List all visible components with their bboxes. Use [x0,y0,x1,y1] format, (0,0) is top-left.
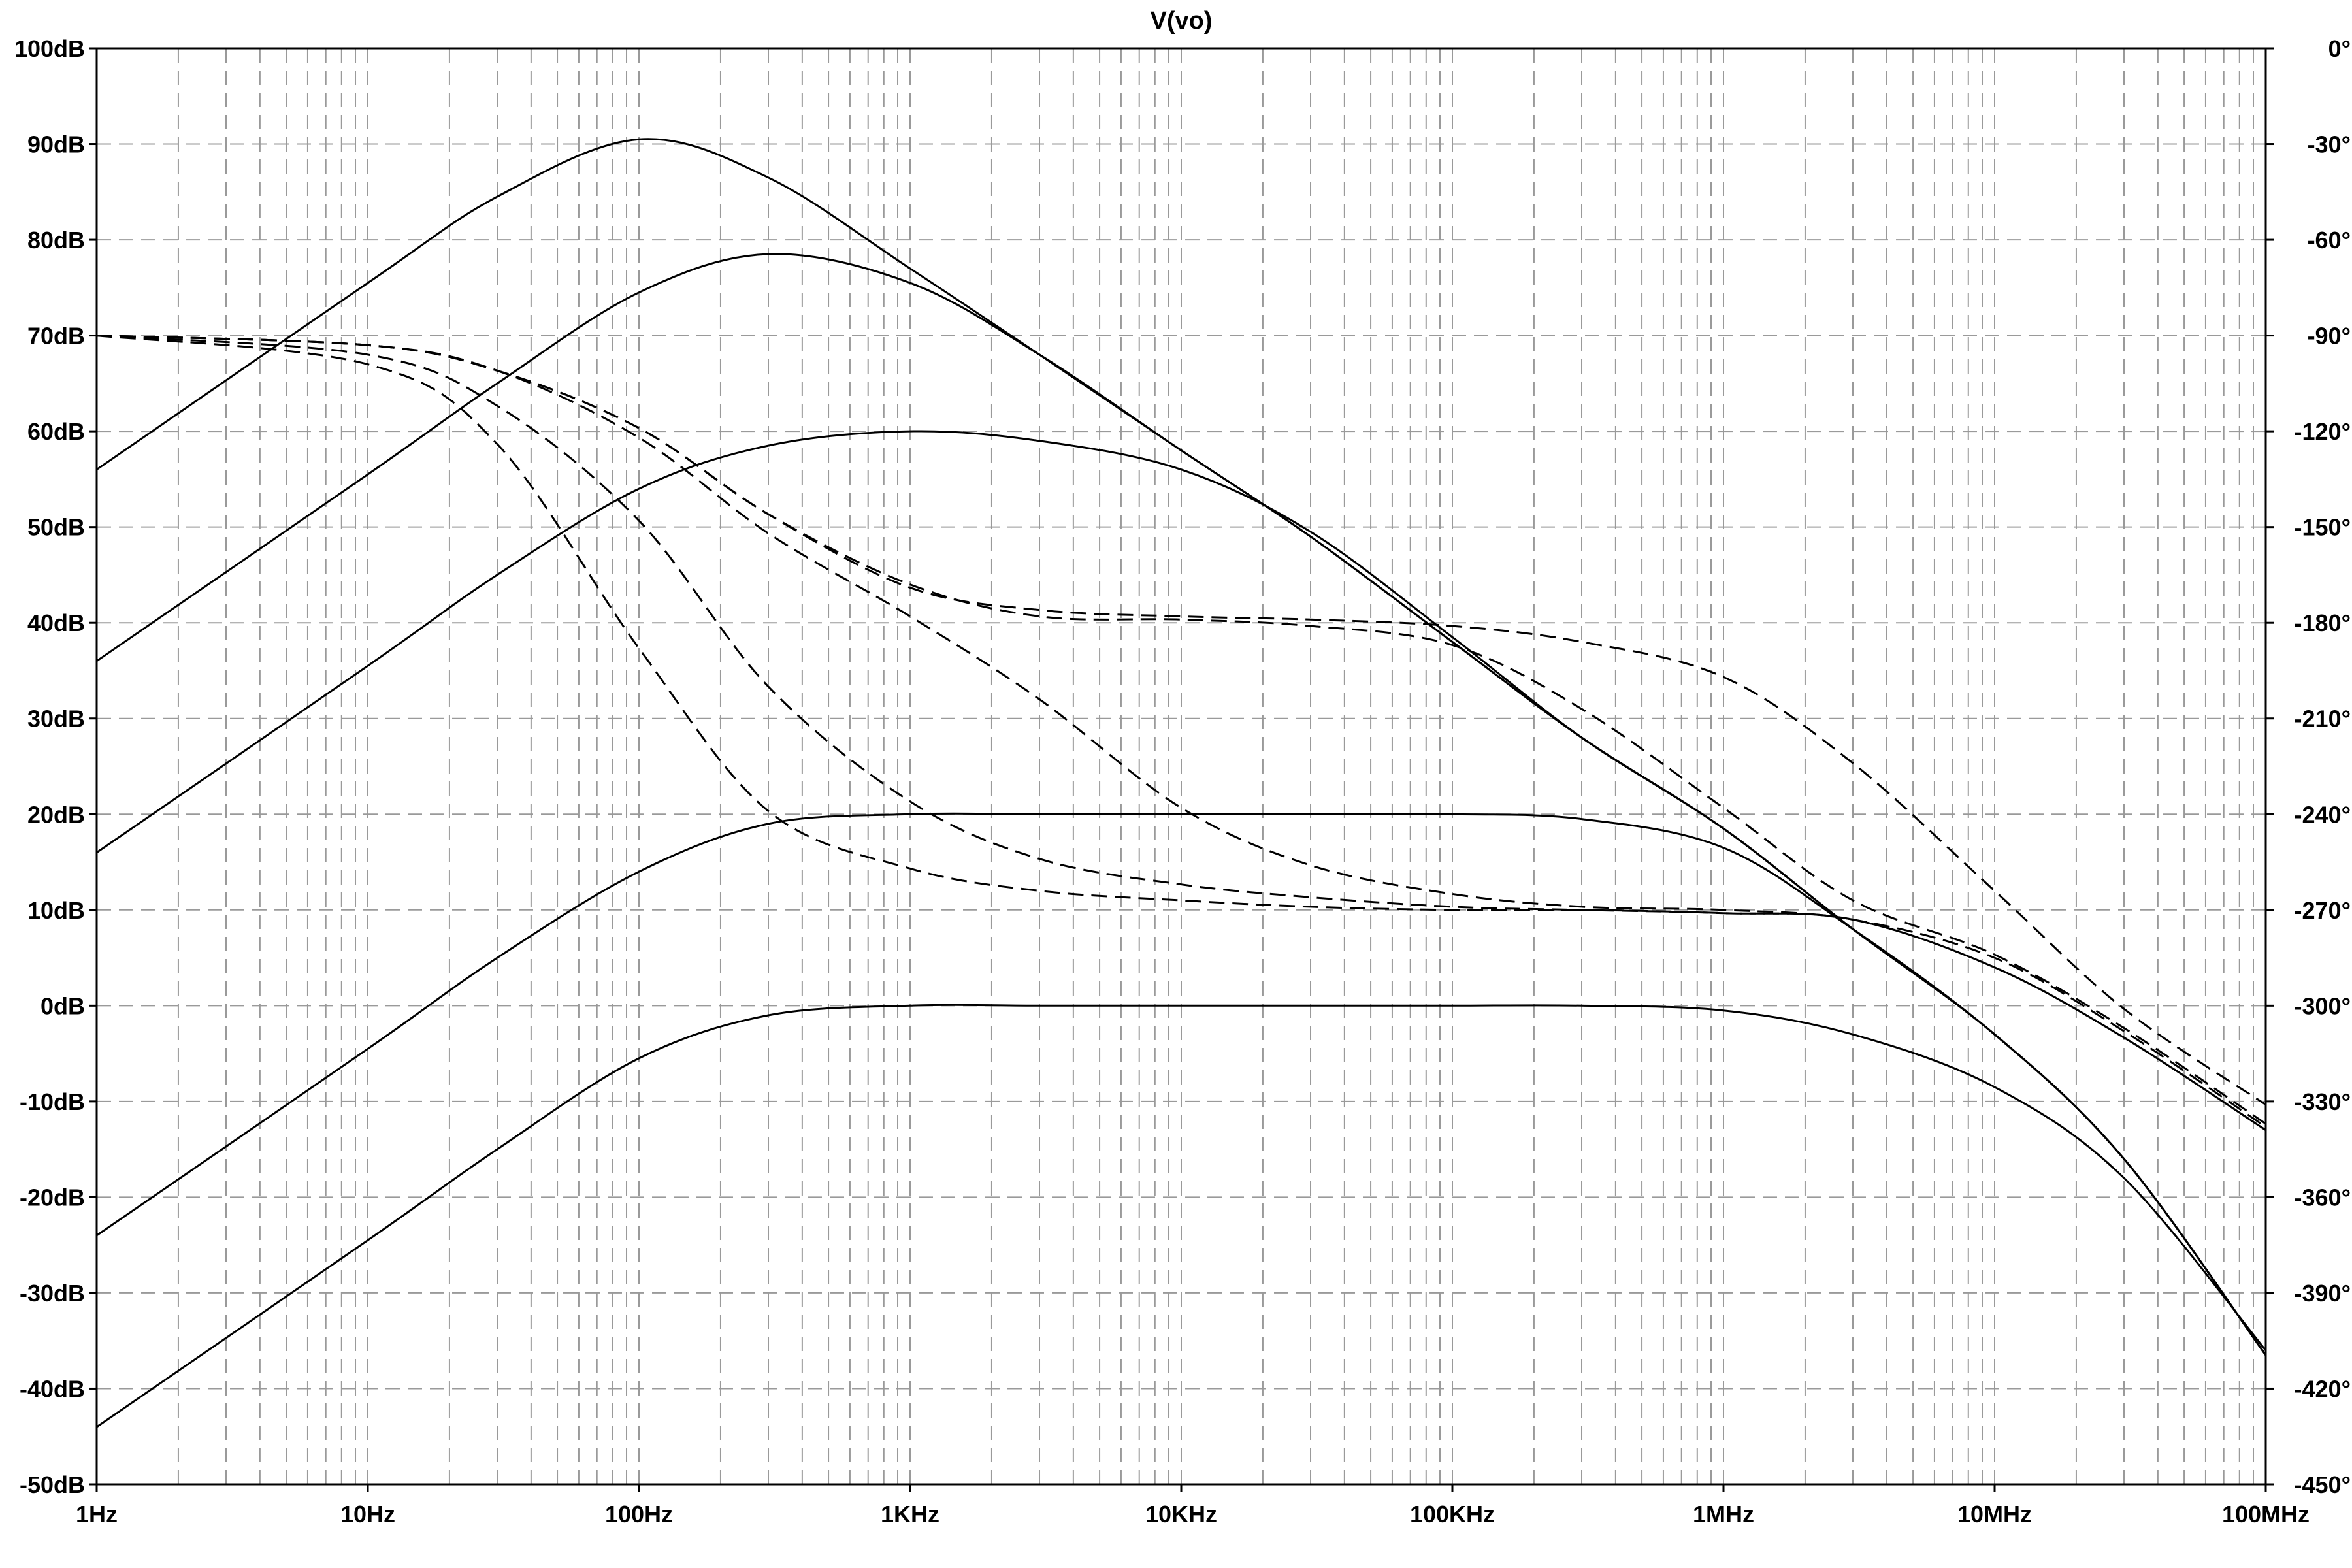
y-right-tick-label: -120° [2295,418,2351,445]
y-left-tick-label: -10dB [20,1088,85,1115]
y-left-tick-label: 10dB [27,897,85,924]
x-tick-label: 100MHz [2222,1501,2310,1527]
y-left-tick-label: 0dB [41,992,85,1019]
y-left-tick-label: -50dB [20,1471,85,1498]
x-tick-label: 100Hz [605,1501,673,1527]
phase-series-3-line [96,335,2266,1128]
x-tick-label: 1MHz [1693,1501,1754,1527]
y-left-tick-label: -40dB [20,1375,85,1402]
y-left-tick-label: 30dB [27,706,85,732]
y-right-tick-label: -390° [2295,1280,2351,1307]
y-left-tick-label: 80dB [27,227,85,253]
y-left-tick-label: 50dB [27,514,85,541]
chart-title: V(vo) [1151,7,1213,35]
y-left-tick-label: 40dB [27,610,85,636]
axes: 1Hz 10Hz 100Hz 1KHz 10KHz 100KHz 1MHz 10MHz 100M… [14,35,2351,1527]
phase-series-1-line [96,335,2266,1106]
y-right-tick-label: -330° [2295,1088,2351,1115]
magnitude-series-4-line [96,812,2267,1356]
grid [97,48,2266,1484]
y-left-tick-label: 60dB [27,418,85,445]
plot-series [96,138,2267,1428]
y-right-tick-label: -360° [2295,1184,2351,1211]
y-right-tick-label: -30° [2308,131,2351,158]
y-left-tick-label: -20dB [20,1184,85,1211]
y-right-tick-label: -180° [2295,610,2351,636]
y-left-tick-label: -30dB [20,1280,85,1307]
y-right-tick-label: -150° [2295,514,2351,541]
phase-series-4-line [96,335,2266,1132]
y-right-tick-label: -450° [2295,1471,2351,1498]
x-tick-label: 1KHz [881,1501,939,1527]
phase-series-5-line [96,335,2266,1132]
x-tick-label: 10Hz [340,1501,395,1527]
phase-series-2-line [96,335,2266,1125]
y-left-tick-label: 90dB [27,131,85,158]
y-right-tick-label: -300° [2295,992,2351,1019]
y-right-tick-label: 0° [2328,35,2351,62]
y-left-tick-label: 100dB [14,35,85,62]
x-tick-label: 10MHz [1957,1501,2032,1527]
y-left-tick-label: 20dB [27,801,85,828]
y-right-tick-label: -270° [2295,897,2351,924]
x-tick-label: 100KHz [1410,1501,1495,1527]
magnitude-series-5-line [96,1004,2267,1428]
y-right-tick-label: -60° [2308,227,2351,253]
y-left-tick-label: 70dB [27,323,85,350]
y-right-tick-label: -240° [2295,801,2351,828]
x-tick-label: 1Hz [76,1501,118,1527]
x-tick-label: 10KHz [1145,1501,1217,1527]
y-right-tick-label: -420° [2295,1375,2351,1402]
y-right-tick-label: -210° [2295,706,2351,732]
y-right-tick-label: -90° [2308,323,2351,350]
